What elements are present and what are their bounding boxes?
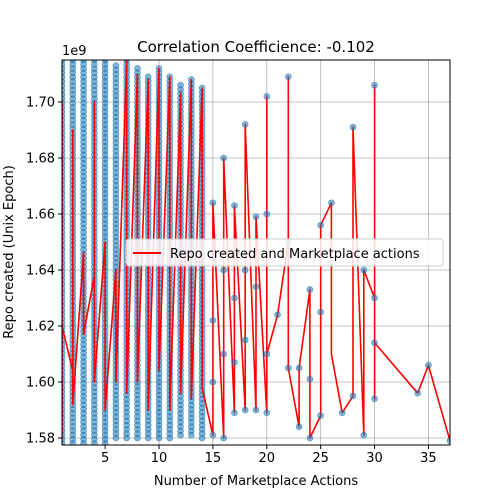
scatter-point <box>155 434 163 442</box>
scatter-point <box>425 361 432 369</box>
scatter-point <box>209 317 217 324</box>
x-tick-label: 15 <box>205 451 222 466</box>
y-tick-label: 1.66 <box>26 208 55 223</box>
scatter-point <box>144 434 152 442</box>
scatter-point <box>220 266 227 274</box>
scatter-point <box>91 440 98 445</box>
scatter-point <box>263 210 271 218</box>
legend: Repo created and Marketplace actions <box>125 238 444 267</box>
y-tick-label: 1.68 <box>26 152 55 167</box>
scatter-point <box>188 431 195 439</box>
x-tick-label: 20 <box>259 451 276 466</box>
x-tick-label: 30 <box>366 451 383 466</box>
scatter-point <box>306 375 314 383</box>
y-tick-label: 1.58 <box>26 432 55 447</box>
scatter-point <box>62 440 66 445</box>
scatter-point <box>252 283 260 291</box>
scatter-point <box>371 339 378 347</box>
scatter-point <box>306 434 314 442</box>
scatter-point <box>252 213 260 221</box>
scatter-point <box>231 359 238 366</box>
y-axis-label: Repo created (Unix Epoch) <box>2 165 17 339</box>
scatter-point <box>241 336 249 344</box>
y-axis-multiplier: 1e9 <box>62 44 87 59</box>
scatter-point <box>198 434 206 442</box>
scatter-point <box>317 221 324 229</box>
scatter-point <box>274 311 281 319</box>
y-tick-label: 1.60 <box>26 376 55 391</box>
scatter-point <box>123 434 130 442</box>
y-tick-label: 1.64 <box>26 264 55 279</box>
scatter-point <box>349 392 357 400</box>
scatter-point <box>317 412 324 419</box>
x-tick-label: 25 <box>312 451 329 466</box>
scatter-point <box>263 409 271 417</box>
scatter-point <box>166 434 174 442</box>
scatter-point <box>241 266 249 274</box>
scatter-point <box>231 294 238 302</box>
x-tick-label: 10 <box>151 451 168 466</box>
scatter-point <box>209 199 217 207</box>
scatter-point <box>231 202 238 209</box>
scatter-point <box>209 378 217 386</box>
scatter-point <box>328 199 335 207</box>
scatter-point <box>220 154 227 162</box>
scatter-point <box>263 350 271 358</box>
scatter-point <box>446 437 450 445</box>
sparse-points <box>209 73 450 445</box>
x-axis-ticks: 5 10 15 20 25 30 35 <box>101 445 437 466</box>
x-tick-label: 5 <box>101 451 109 466</box>
x-axis-label: Number of Marketplace Actions <box>154 474 359 489</box>
scatter-point <box>252 406 260 414</box>
scatter-point <box>295 364 303 372</box>
scatter-point <box>360 431 368 439</box>
scatter-point <box>371 81 378 89</box>
x-tick-label: 35 <box>420 451 437 466</box>
y-tick-label: 1.70 <box>26 96 55 111</box>
scatter-point <box>285 73 292 81</box>
scatter-point <box>360 266 368 274</box>
scatter-point <box>220 434 227 442</box>
y-axis-ticks: 1.58 1.60 1.62 1.64 1.66 1.68 1.70 <box>26 96 62 447</box>
scatter-point <box>414 389 421 397</box>
scatter-point <box>306 286 314 293</box>
scatter-point <box>101 440 109 445</box>
scatter-point <box>209 431 217 439</box>
scatter-point <box>112 434 120 442</box>
scatter-point <box>295 423 303 431</box>
legend-label: Repo created and Marketplace actions <box>170 247 420 262</box>
scatter-point <box>80 440 87 445</box>
scatter-point <box>220 350 227 358</box>
scatter-point <box>177 431 184 439</box>
plot-frame <box>61 59 451 446</box>
scatter-point <box>241 406 249 414</box>
scatter-point <box>263 93 271 100</box>
scatter-point <box>317 308 324 316</box>
scatter-point <box>231 409 238 417</box>
chart-title: Correlation Coefficience: -0.102 <box>137 38 375 56</box>
scatter-point <box>371 294 378 302</box>
scatter-point <box>285 364 292 372</box>
legend-box <box>125 238 444 267</box>
scatter-point <box>69 440 77 445</box>
scatter-point <box>338 409 346 417</box>
scatter-point <box>241 121 249 128</box>
scatter-point <box>134 434 141 442</box>
scatter-point <box>349 123 357 131</box>
y-tick-label: 1.62 <box>26 320 55 335</box>
scatter-point <box>371 395 378 403</box>
